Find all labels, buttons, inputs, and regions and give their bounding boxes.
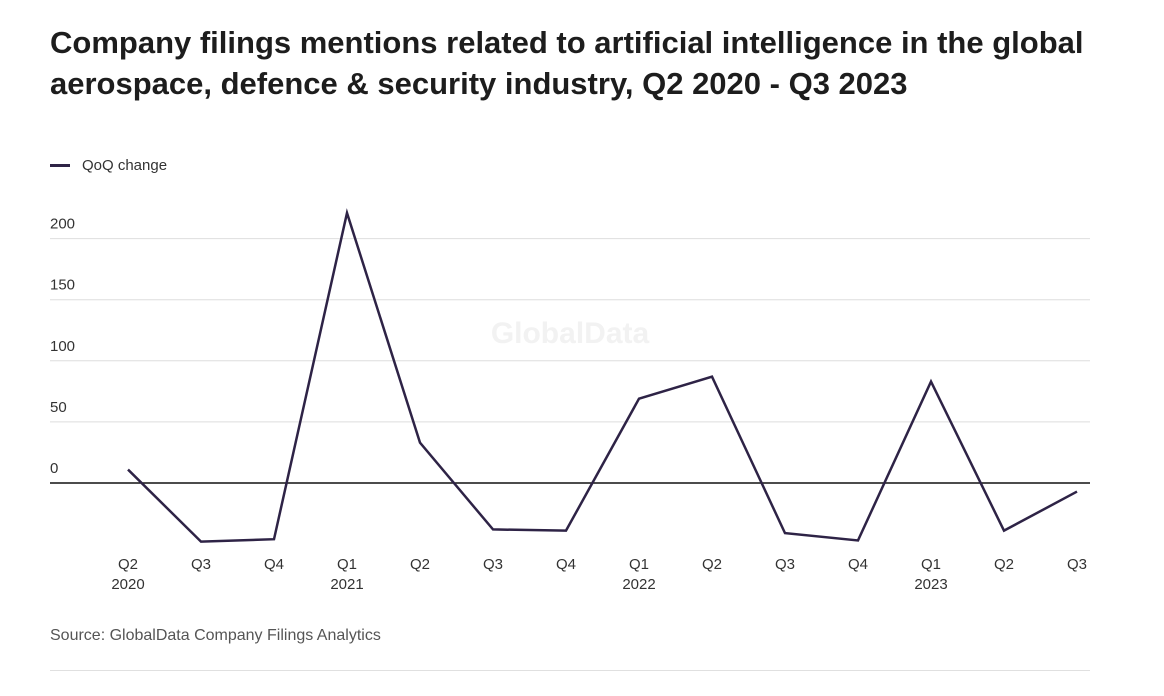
x-tick-label: Q3 — [191, 556, 211, 573]
x-tick-label: 2023 — [914, 576, 947, 593]
watermark: GlobalData — [491, 317, 650, 350]
x-tick-label: Q1 — [921, 556, 941, 573]
x-tick-label: Q3 — [1067, 556, 1087, 573]
source-note: Source: GlobalData Company Filings Analy… — [50, 627, 381, 644]
x-tick-label: Q2 — [994, 556, 1014, 573]
x-tick-label: Q3 — [775, 556, 795, 573]
y-tick-label: 0 — [50, 460, 58, 477]
x-tick-label: 2020 — [111, 576, 144, 593]
y-tick-label: 100 — [50, 338, 75, 355]
x-tick-label: Q2 — [118, 556, 138, 573]
x-tick-label: Q2 — [702, 556, 722, 573]
y-tick-label: 50 — [50, 399, 67, 416]
x-tick-label: Q1 — [337, 556, 357, 573]
x-tick-label: 2022 — [622, 576, 655, 593]
x-tick-label: 2021 — [330, 576, 363, 593]
series-line — [127, 208, 1078, 543]
y-tick-label: 200 — [50, 216, 75, 233]
x-tick-label: Q4 — [848, 556, 868, 573]
x-tick-label: Q2 — [410, 556, 430, 573]
x-tick-label: Q4 — [264, 556, 284, 573]
y-tick-label: 150 — [50, 277, 75, 294]
x-tick-label: Q4 — [556, 556, 576, 573]
legend-label: QoQ change — [82, 157, 168, 174]
legend-swatch — [50, 164, 70, 167]
x-tick-label: Q3 — [483, 556, 503, 573]
divider — [50, 670, 1090, 671]
chart-title: Company filings mentions related to arti… — [50, 25, 1084, 101]
legend: QoQ change — [50, 157, 167, 174]
x-tick-label: Q1 — [629, 556, 649, 573]
